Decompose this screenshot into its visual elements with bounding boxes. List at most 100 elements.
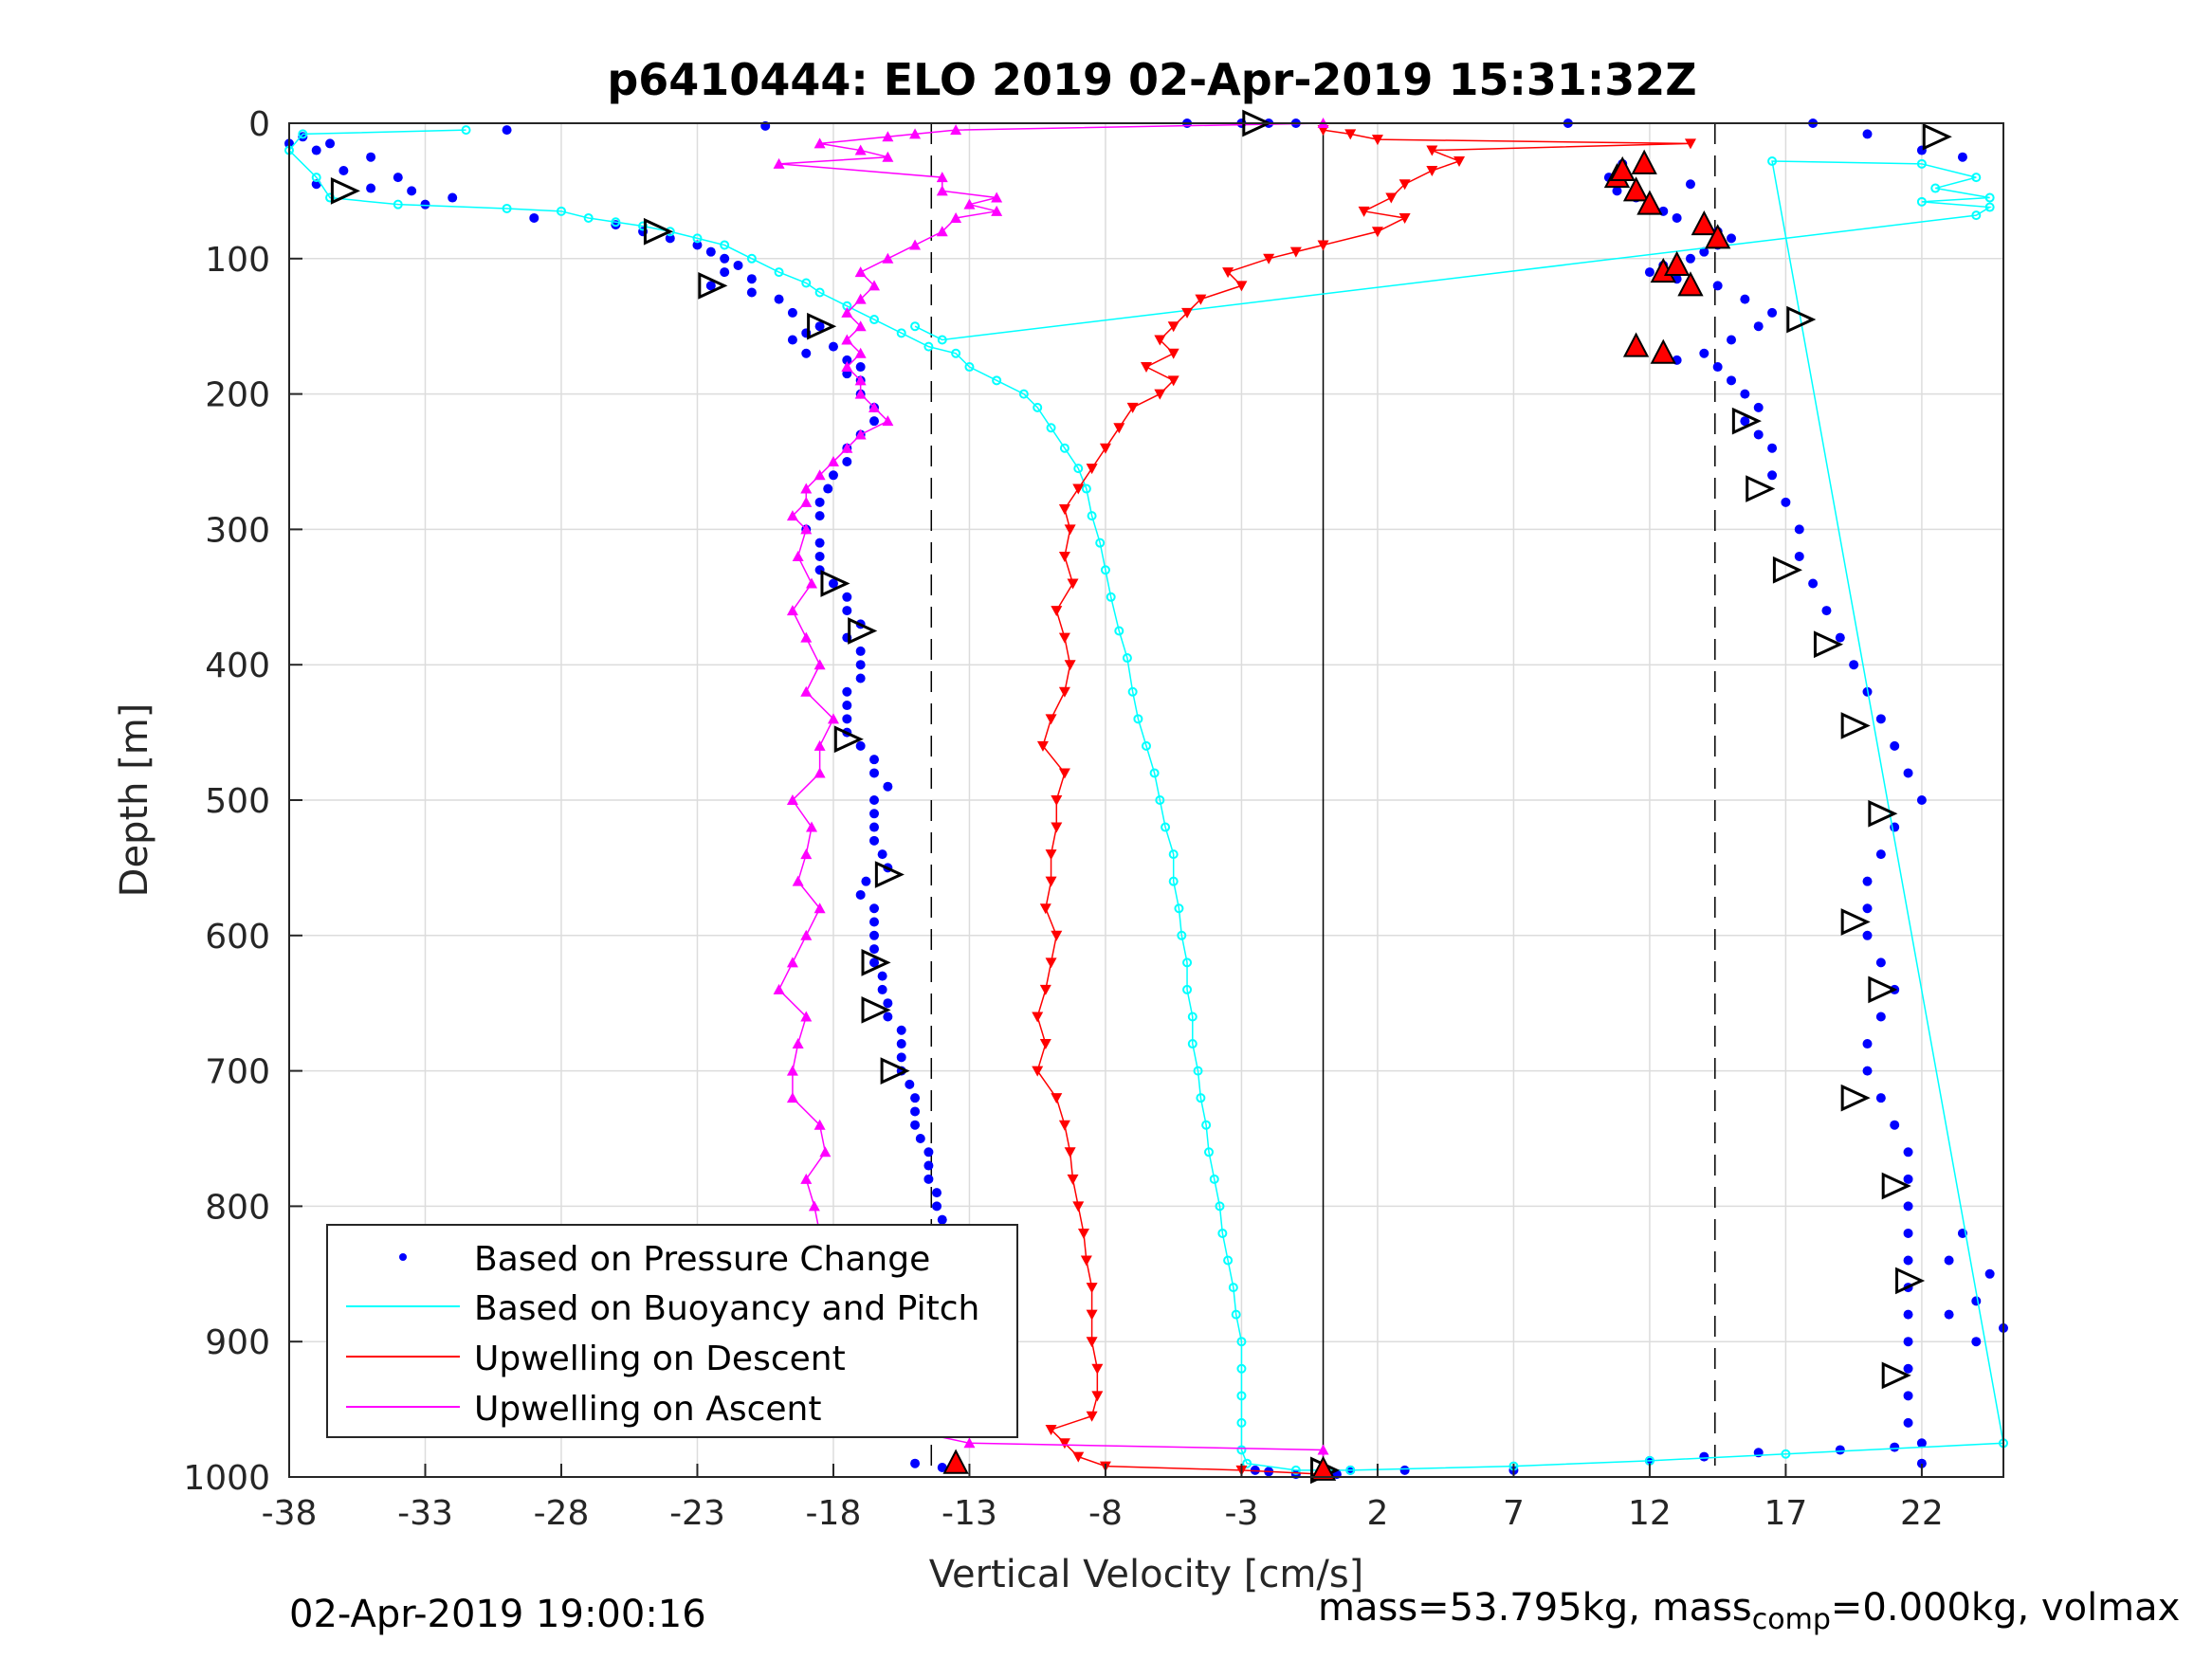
legend-label-descent: Upwelling on Descent [474, 1340, 846, 1378]
data-point [1930, 183, 1941, 193]
data-point [1058, 1120, 1070, 1131]
data-point [896, 328, 906, 338]
data-point [861, 876, 871, 886]
data-point [1114, 626, 1124, 636]
x-tick-label: -23 [669, 1494, 725, 1533]
data-point [841, 361, 853, 373]
data-point [1059, 443, 1069, 453]
data-point [991, 205, 1003, 216]
open-triangle-marker [820, 570, 850, 597]
data-point [407, 186, 417, 196]
data-point [1289, 246, 1302, 258]
data-point [774, 294, 784, 304]
footer-mass-info: mass=53.795kg, masscomp=0.000kg, volmax [1318, 1586, 2180, 1636]
data-point [1236, 1417, 1247, 1428]
data-point [923, 1147, 934, 1158]
y-tick-label: 400 [205, 647, 270, 685]
data-point [1944, 1309, 1954, 1320]
data-point [1672, 212, 1682, 223]
data-point [877, 984, 887, 994]
data-point [842, 686, 852, 697]
data-point [1740, 389, 1750, 399]
data-point [854, 347, 867, 358]
data-point [529, 212, 539, 223]
data-point [1236, 1337, 1247, 1347]
data-point [910, 1120, 921, 1130]
data-point [1072, 1451, 1085, 1463]
y-axis-label: Depth [m] [113, 703, 156, 898]
data-point [1091, 1391, 1104, 1402]
data-point [1862, 903, 1873, 914]
data-point [1072, 483, 1085, 495]
data-point [800, 1011, 813, 1022]
data-point [298, 129, 308, 139]
data-point [992, 375, 1002, 386]
series-layer [284, 118, 2008, 1481]
data-point [869, 755, 880, 765]
data-point [1916, 1458, 1927, 1468]
data-point [1957, 152, 1967, 162]
data-point [1371, 135, 1383, 146]
data-point [786, 957, 798, 968]
open-triangle-marker [1881, 1361, 1911, 1390]
open-triangle-marker [861, 995, 891, 1024]
data-point [1684, 138, 1696, 150]
data-point [1193, 1066, 1203, 1076]
data-point [787, 307, 797, 318]
data-point [801, 278, 812, 288]
chart-title: p6410444: ELO 2019 02-Apr-2019 15:31:32Z [607, 54, 1696, 105]
data-point [1051, 795, 1063, 806]
data-point [1080, 1255, 1092, 1267]
data-point [1385, 192, 1398, 204]
data-point [393, 173, 403, 183]
data-point [1174, 903, 1184, 914]
data-point [1149, 768, 1160, 778]
filled-triangle-marker [1309, 1455, 1337, 1481]
data-point [909, 239, 922, 250]
data-point [1087, 511, 1097, 521]
data-point [746, 274, 757, 284]
data-point [1161, 822, 1171, 832]
open-triangle-marker [1731, 407, 1762, 435]
data-point [896, 1052, 906, 1063]
data-point [896, 1039, 906, 1049]
data-point [1073, 464, 1084, 474]
x-tick-label: 17 [1764, 1494, 1808, 1533]
data-point [923, 1174, 934, 1184]
open-triangle-marker [1840, 1084, 1871, 1112]
data-point [1916, 795, 1927, 805]
x-tick-label: -33 [397, 1494, 453, 1533]
data-point [1371, 227, 1383, 238]
data-point [854, 320, 867, 332]
data-point [1222, 267, 1234, 279]
data-point [854, 428, 867, 440]
filled-triangle-marker [1609, 155, 1636, 181]
data-point [786, 1092, 798, 1103]
data-point [1181, 307, 1194, 319]
data-point [1091, 1363, 1104, 1375]
data-point [1086, 1283, 1098, 1294]
data-point [1064, 660, 1076, 671]
data-point [1236, 1363, 1247, 1374]
data-point [1177, 930, 1187, 940]
data-point [638, 221, 649, 231]
data-point [393, 199, 403, 210]
data-point [1086, 1337, 1098, 1348]
open-triangle-marker [1813, 630, 1844, 659]
data-point [1204, 1147, 1215, 1158]
open-triangle-marker [1895, 1267, 1926, 1295]
data-point [869, 315, 880, 325]
data-point [800, 483, 813, 494]
data-point [869, 809, 880, 819]
legend-item-ascent: Upwelling on Ascent [346, 1390, 821, 1429]
data-point [841, 334, 853, 345]
data-point [1067, 578, 1079, 590]
open-triangle-marker [1881, 1172, 1911, 1200]
data-point [877, 849, 887, 860]
data-point [1235, 281, 1248, 292]
filled-triangle-marker [1622, 176, 1650, 202]
data-point [556, 206, 566, 216]
footer-mass-rest: =0.000kg, volmax [1830, 1586, 2181, 1630]
data-point [1242, 1458, 1252, 1468]
data-point [1195, 294, 1207, 305]
